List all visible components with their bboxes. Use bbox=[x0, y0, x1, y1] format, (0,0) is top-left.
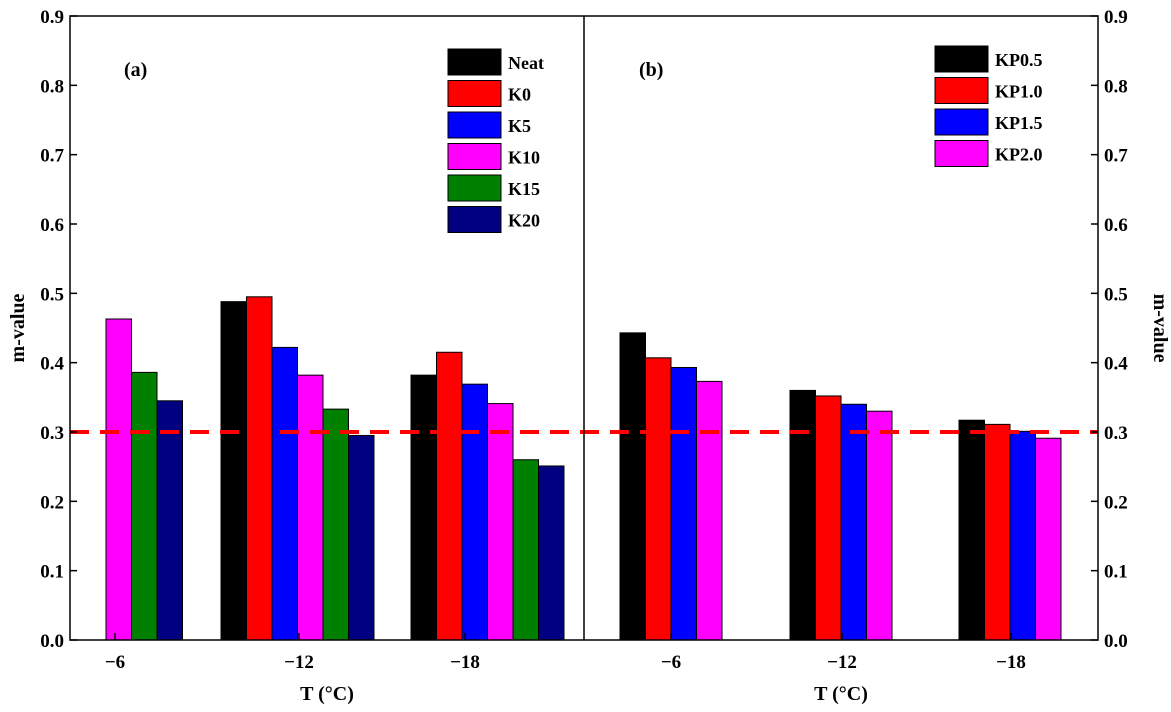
legend-swatch-k0 bbox=[447, 80, 502, 107]
bar-k0-3 bbox=[436, 351, 463, 641]
axis-ticks: 0.0 0.0 0.1 0.1 0.2 0.2 0.3 0.3 0.4 0.4 0.5 0.5 0.6 0… bbox=[40, 7, 1128, 673]
x-tick-label: −18 bbox=[450, 652, 480, 673]
x-axis-title-right: T (°C) bbox=[814, 683, 868, 705]
bar-kp0-5-3 bbox=[958, 419, 985, 641]
bar-kp1-5-1 bbox=[670, 367, 697, 641]
y-tick-label-left: 0.4 bbox=[40, 354, 64, 375]
legend-label-k20: K20 bbox=[508, 211, 540, 231]
y-tick-label-right: 0.9 bbox=[1104, 7, 1128, 28]
bar-k15-3 bbox=[512, 459, 539, 641]
legend-swatch-k10 bbox=[447, 143, 502, 170]
y-tick-label-left: 0.1 bbox=[40, 562, 64, 583]
bar-k5-2 bbox=[271, 346, 298, 641]
bar-kp1-0-2 bbox=[815, 395, 842, 641]
x-tick-label: −12 bbox=[827, 652, 857, 673]
y-tick-label-left: 0.8 bbox=[40, 76, 64, 97]
legend-label-kp0-5: KP0.5 bbox=[995, 50, 1043, 70]
legend-swatch-kp1-5 bbox=[934, 108, 989, 136]
bar-kp2-0-1 bbox=[696, 380, 723, 641]
x-axis-title-left: T (°C) bbox=[300, 683, 354, 705]
y-tick-label-right: 0.0 bbox=[1104, 631, 1128, 652]
legend-label-kp2-0: KP2.0 bbox=[995, 145, 1043, 165]
legend-label-k10: K10 bbox=[508, 148, 540, 168]
x-tick-label: −12 bbox=[284, 652, 314, 673]
legend-swatch-kp0-5 bbox=[934, 45, 989, 73]
bar-kp1-0-3 bbox=[984, 423, 1011, 641]
bars-panel-b bbox=[619, 332, 1062, 641]
legend-label-kp1-5: KP1.5 bbox=[995, 113, 1043, 133]
bar-k10-1 bbox=[105, 318, 132, 641]
legend-label-kp1-0: KP1.0 bbox=[995, 82, 1043, 102]
y-tick-label-right: 0.3 bbox=[1104, 423, 1128, 444]
bar-kp2-0-2 bbox=[866, 410, 893, 641]
x-tick-label: −6 bbox=[105, 652, 125, 673]
bar-k15-2 bbox=[322, 408, 349, 641]
bar-kp2-0-3 bbox=[1035, 437, 1062, 641]
bar-k10-2 bbox=[297, 374, 324, 641]
y-tick-label-right: 0.8 bbox=[1104, 76, 1128, 97]
y-tick-label-left: 0.5 bbox=[40, 284, 64, 305]
y-tick-label-right: 0.1 bbox=[1104, 562, 1128, 583]
y-tick-label-right: 0.6 bbox=[1104, 215, 1128, 236]
legend-panel-b: KP0.5 KP1.0 KP1.5 KP2.0 bbox=[934, 45, 1043, 167]
y-tick-label-left: 0.9 bbox=[40, 7, 64, 28]
legend-label-k5: K5 bbox=[508, 116, 531, 136]
y-tick-label-left: 0.7 bbox=[40, 146, 64, 167]
bar-kp0-5-2 bbox=[789, 389, 816, 641]
bar-k20-1 bbox=[156, 400, 183, 641]
bar-kp1-5-2 bbox=[840, 403, 867, 641]
y-tick-label-right: 0.2 bbox=[1104, 492, 1128, 513]
bar-k20-3 bbox=[538, 465, 565, 641]
bar-k0-2 bbox=[246, 296, 273, 641]
bars-panel-a bbox=[105, 296, 565, 641]
bar-kp0-5-1 bbox=[619, 332, 646, 641]
bar-k5-3 bbox=[461, 383, 488, 641]
y-tick-label-left: 0.3 bbox=[40, 423, 64, 444]
y-tick-label-right: 0.5 bbox=[1104, 284, 1128, 305]
legend-panel-a: Neat K0 K5 K10 K15 K20 bbox=[447, 48, 544, 233]
y-axis-title-right: m-value bbox=[1149, 294, 1171, 363]
bar-kp1-5-3 bbox=[1009, 430, 1036, 641]
x-tick-label: −6 bbox=[661, 652, 681, 673]
y-tick-label-left: 0.6 bbox=[40, 215, 64, 236]
y-tick-label-left: 0.2 bbox=[40, 492, 64, 513]
legend-label-k15: K15 bbox=[508, 179, 540, 199]
legend-swatch-kp1-0 bbox=[934, 77, 989, 104]
bar-kp1-0-1 bbox=[645, 357, 672, 641]
y-axis-title-left: m-value bbox=[7, 293, 29, 362]
legend-swatch-k5 bbox=[447, 111, 502, 139]
y-tick-label-right: 0.7 bbox=[1104, 146, 1128, 167]
panel-label-a: (a) bbox=[124, 59, 147, 81]
bar-k20-2 bbox=[348, 434, 375, 641]
bar-k15-1 bbox=[131, 371, 158, 641]
bar-k10-3 bbox=[487, 403, 514, 641]
bar-neat-2 bbox=[220, 301, 247, 641]
x-tick-label: −18 bbox=[996, 652, 1026, 673]
legend-swatch-neat bbox=[447, 48, 502, 76]
y-tick-label-left: 0.0 bbox=[40, 631, 64, 652]
panel-label-b: (b) bbox=[639, 59, 663, 81]
bar-neat-3 bbox=[410, 374, 437, 641]
legend-swatch-kp2-0 bbox=[934, 140, 989, 167]
legend-label-k0: K0 bbox=[508, 85, 531, 105]
y-tick-label-right: 0.4 bbox=[1104, 354, 1128, 375]
legend-swatch-k15 bbox=[447, 174, 502, 202]
legend-swatch-k20 bbox=[447, 206, 502, 233]
legend-label-neat: Neat bbox=[508, 53, 544, 73]
